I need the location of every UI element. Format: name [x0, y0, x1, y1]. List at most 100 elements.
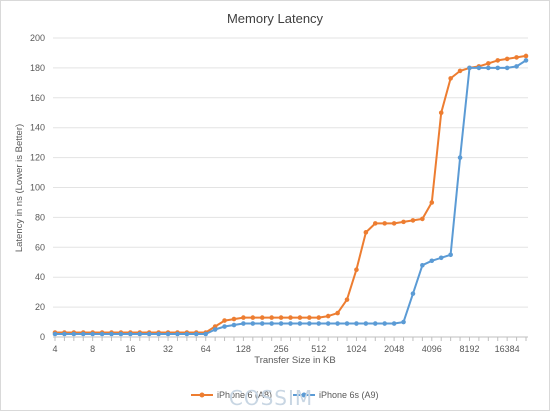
data-point-2-384 — [297, 321, 303, 326]
y-tick-label-0: 0 — [40, 332, 45, 342]
x-tick-label-8: 8 — [90, 344, 95, 354]
data-point-2-10 — [99, 331, 105, 337]
x-tick-label-32: 32 — [163, 344, 173, 354]
x-tick-label-512: 512 — [311, 344, 326, 354]
data-point-2-48 — [184, 331, 190, 337]
y-tick-label-80: 80 — [35, 212, 45, 222]
data-point-2-448 — [307, 321, 312, 326]
data-point-1-3072 — [410, 218, 416, 223]
data-point-2-896 — [344, 321, 350, 326]
data-point-1-224 — [269, 315, 274, 320]
data-point-2-20480 — [514, 64, 519, 69]
series-2 — [52, 58, 529, 337]
data-point-1-640 — [325, 313, 331, 319]
x-tick-label-4: 4 — [52, 344, 57, 354]
data-point-2-6 — [71, 331, 77, 337]
data-point-1-448 — [307, 315, 312, 320]
data-point-2-3584 — [420, 262, 425, 268]
data-point-2-5120 — [438, 255, 444, 261]
data-point-2-128 — [241, 321, 246, 326]
data-point-1-1024 — [354, 267, 359, 273]
legend-marker-1 — [199, 392, 205, 398]
data-point-2-20 — [137, 331, 143, 337]
data-point-1-16384 — [504, 56, 510, 62]
series-line-2 — [55, 59, 527, 335]
data-point-1-1280 — [363, 230, 369, 235]
data-point-2-6144 — [448, 252, 453, 258]
data-point-2-40 — [175, 331, 180, 337]
data-point-1-96 — [222, 318, 227, 323]
data-point-2-64 — [203, 331, 209, 337]
x-tick-label-256: 256 — [274, 344, 289, 354]
data-point-1-896 — [344, 297, 350, 302]
data-point-2-10240 — [476, 65, 482, 71]
y-axis-title: Latency in ns (Lower is Better) — [14, 124, 25, 252]
data-point-2-16 — [128, 331, 133, 337]
data-point-1-6144 — [448, 76, 453, 81]
y-tick-label-40: 40 — [35, 272, 45, 282]
data-point-2-96 — [222, 324, 227, 329]
data-point-2-28 — [156, 331, 161, 337]
data-point-1-320 — [288, 315, 293, 320]
y-tick-label-60: 60 — [35, 242, 45, 252]
x-tick-label-1024: 1024 — [346, 344, 366, 354]
data-point-2-8192 — [467, 65, 472, 71]
data-point-2-1280 — [363, 321, 369, 326]
y-tick-label-120: 120 — [30, 153, 45, 163]
legend-label-1: iPhone 6 (A8) — [217, 390, 272, 400]
x-axis-ticks: 4 8 16 32 64 128 256 512 1024 2048 4096 8192 16384 — [52, 337, 527, 354]
legend: iPhone 6 (A8) iPhone 6s (A9) — [191, 390, 379, 400]
x-tick-label-2048: 2048 — [384, 344, 404, 354]
data-point-2-56 — [194, 331, 199, 337]
data-point-2-3072 — [410, 291, 416, 296]
data-point-1-20480 — [514, 55, 519, 60]
y-tick-label-100: 100 — [30, 183, 45, 193]
data-point-1-2048 — [391, 221, 397, 226]
series-layer — [52, 53, 529, 337]
data-point-1-12288 — [486, 61, 491, 66]
data-point-1-128 — [241, 315, 246, 320]
data-point-2-224 — [269, 321, 274, 326]
data-point-2-640 — [325, 321, 331, 326]
data-point-2-768 — [335, 321, 340, 326]
data-point-1-192 — [259, 315, 265, 320]
data-point-2-2048 — [391, 321, 397, 326]
data-point-2-7 — [80, 331, 86, 337]
data-point-1-1792 — [382, 221, 388, 226]
data-point-2-14336 — [495, 65, 501, 71]
data-point-2-256 — [278, 321, 284, 326]
x-tick-label-4096: 4096 — [422, 344, 442, 354]
y-tick-label-20: 20 — [35, 302, 45, 312]
x-tick-label-128: 128 — [236, 344, 251, 354]
data-point-1-512 — [316, 315, 322, 320]
y-tick-label-180: 180 — [30, 63, 45, 73]
data-point-2-512 — [316, 321, 322, 326]
data-point-2-16384 — [504, 65, 510, 71]
y-axis-ticks: 0 20 40 60 80 100 120 140 160 180 200 — [30, 33, 45, 342]
data-point-1-24576 — [523, 53, 529, 59]
data-point-2-32 — [165, 331, 171, 337]
data-point-1-768 — [335, 310, 340, 316]
data-point-2-12 — [109, 331, 114, 337]
data-point-1-1536 — [372, 221, 378, 226]
x-tick-label-16384: 16384 — [495, 344, 520, 354]
legend-label-2: iPhone 6s (A9) — [319, 390, 379, 400]
data-point-2-80 — [212, 327, 218, 332]
y-tick-label-160: 160 — [30, 93, 45, 103]
data-point-1-7168 — [457, 68, 463, 74]
x-tick-label-8192: 8192 — [459, 344, 479, 354]
data-point-2-4096 — [429, 258, 435, 264]
data-point-1-4096 — [429, 200, 435, 205]
watermark-logo: COSSIM — [229, 386, 313, 410]
data-point-1-160 — [250, 315, 256, 320]
data-point-2-1536 — [372, 321, 378, 326]
data-point-2-5 — [62, 331, 67, 337]
data-point-2-4 — [52, 331, 58, 337]
x-tick-label-64: 64 — [201, 344, 211, 354]
data-point-1-2560 — [401, 219, 406, 225]
data-point-2-8 — [90, 331, 95, 337]
y-tick-label-200: 200 — [30, 33, 45, 43]
data-point-2-192 — [259, 321, 265, 326]
data-point-1-256 — [278, 315, 284, 320]
